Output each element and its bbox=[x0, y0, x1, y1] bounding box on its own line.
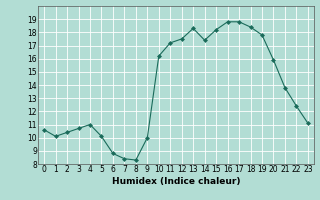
X-axis label: Humidex (Indice chaleur): Humidex (Indice chaleur) bbox=[112, 177, 240, 186]
